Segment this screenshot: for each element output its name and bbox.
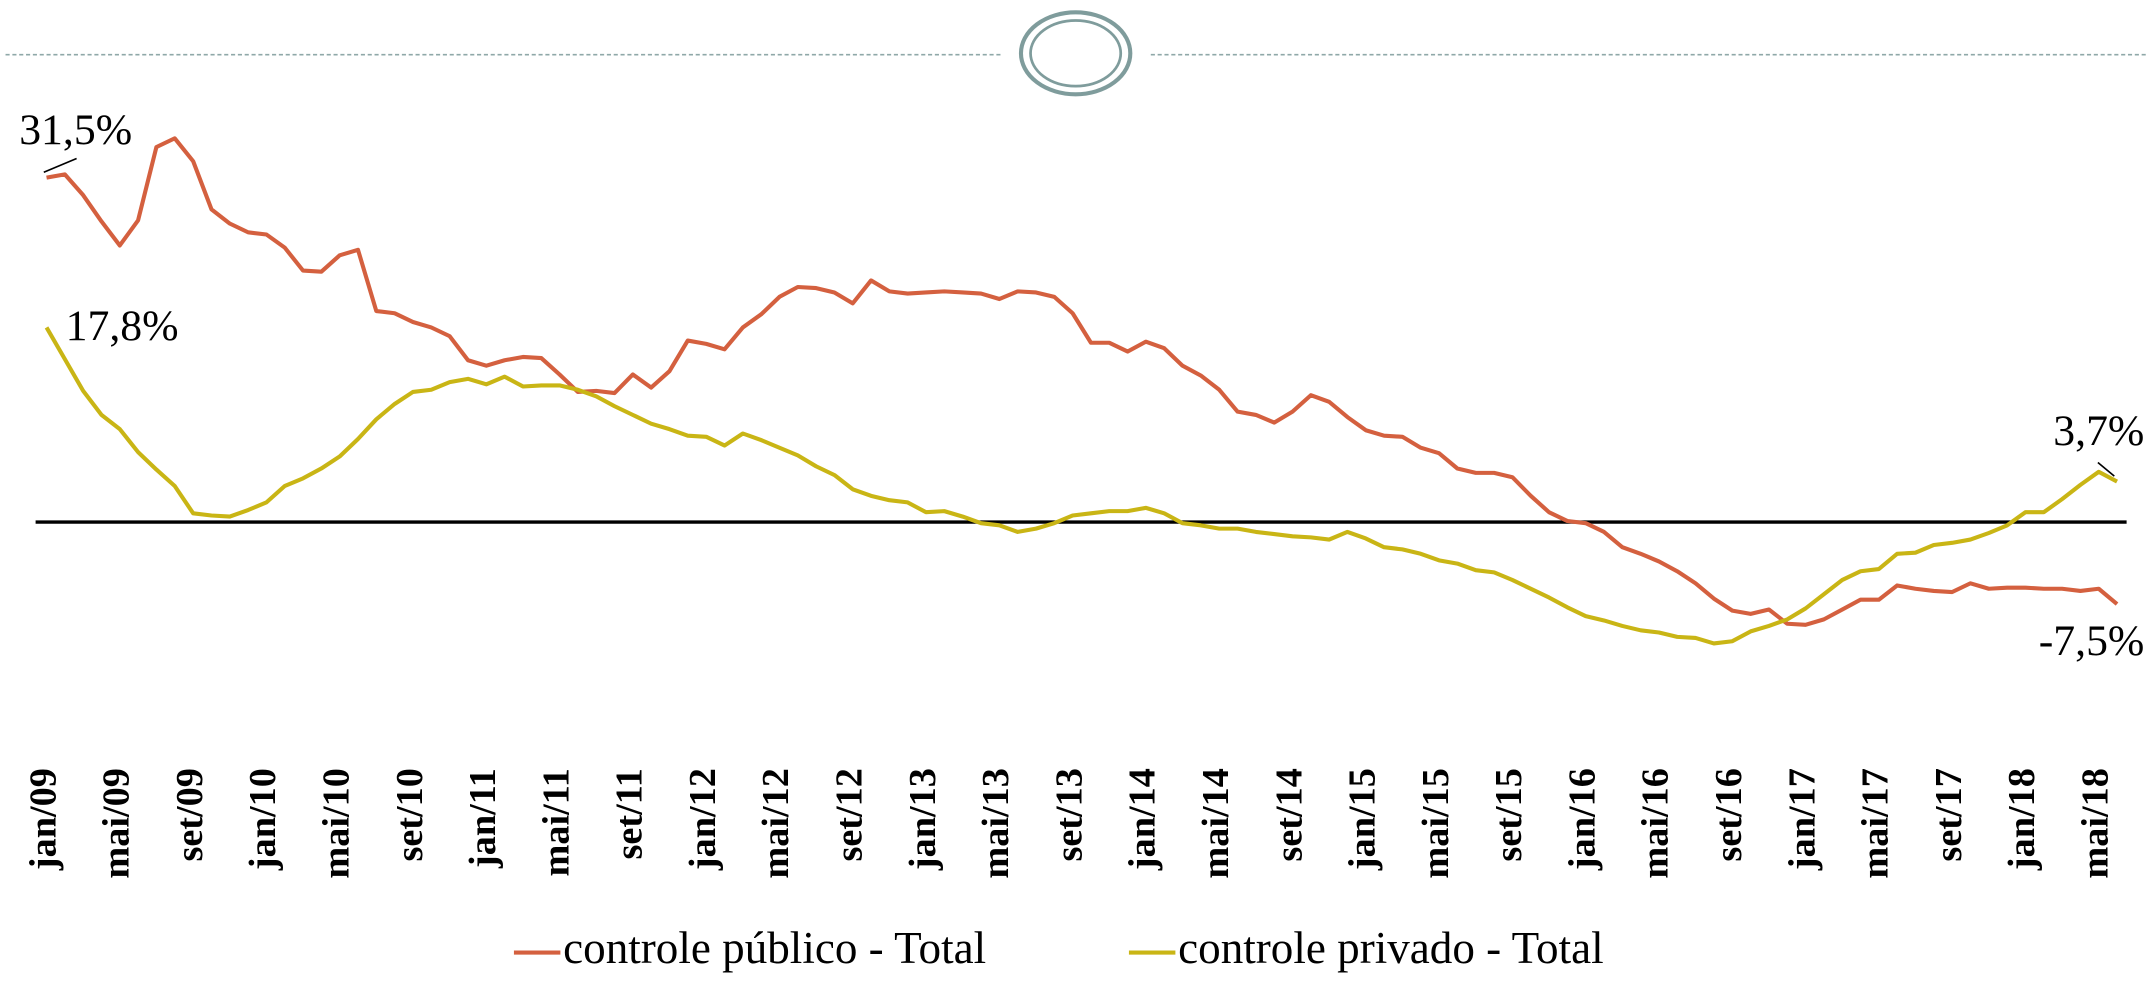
data-label: -7,5% <box>2039 617 2145 665</box>
x-tick-label: jan/13 <box>902 768 944 871</box>
data-label: 3,7% <box>2053 407 2144 455</box>
label-leader <box>2097 461 2115 477</box>
x-tick-label: jan/18 <box>2001 768 2043 871</box>
x-tick-label: mai/10 <box>315 768 357 879</box>
x-tick-label: jan/09 <box>22 768 64 871</box>
x-tick-label: jan/17 <box>1781 768 1823 871</box>
x-tick-label: set/14 <box>1268 768 1310 861</box>
x-tick-label: mai/12 <box>755 768 797 879</box>
x-tick-label: jan/14 <box>1122 768 1164 871</box>
x-tick-label: set/13 <box>1048 768 1090 861</box>
x-tick-label: set/11 <box>609 768 651 859</box>
legend-label: controle público - Total <box>563 923 986 973</box>
x-tick-label: mai/17 <box>1855 768 1897 879</box>
x-tick-label: jan/11 <box>462 768 504 869</box>
series-line <box>46 136 2119 627</box>
data-label: 31,5% <box>19 106 132 154</box>
x-tick-label: mai/09 <box>96 768 138 879</box>
x-tick-label: set/17 <box>1928 768 1970 861</box>
legend-label: controle privado - Total <box>1178 923 1604 973</box>
x-tick-label: set/12 <box>829 768 871 861</box>
x-tick-label: jan/16 <box>1561 768 1603 871</box>
x-tick-label: mai/18 <box>2074 768 2116 879</box>
data-label: 17,8% <box>66 302 179 350</box>
x-tick-label: set/15 <box>1488 768 1530 861</box>
x-tick-label: mai/11 <box>535 768 577 876</box>
header-ornament <box>1018 10 1133 97</box>
label-leader <box>43 157 77 173</box>
x-tick-label: jan/15 <box>1342 768 1384 871</box>
x-tick-label: set/16 <box>1708 768 1750 861</box>
x-tick-label: set/10 <box>389 768 431 861</box>
header-ornament <box>1029 19 1123 88</box>
x-tick-label: mai/14 <box>1195 768 1237 879</box>
x-tick-label: mai/15 <box>1415 768 1457 879</box>
x-tick-label: jan/10 <box>242 768 284 871</box>
x-tick-label: set/09 <box>169 768 211 861</box>
series-line <box>44 326 2119 646</box>
x-tick-label: jan/12 <box>682 768 724 871</box>
x-tick-label: mai/13 <box>975 768 1017 879</box>
x-tick-label: mai/16 <box>1635 768 1677 879</box>
